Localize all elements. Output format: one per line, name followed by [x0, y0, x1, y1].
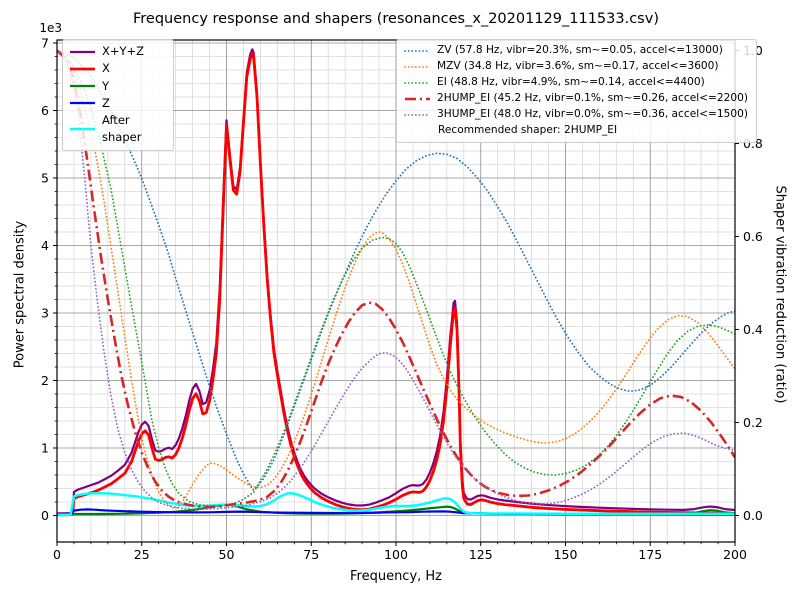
legend-item-3HUMP_EI: 3HUMP_EI (48.0 Hz, vibr=0.0%, sm~=0.36, … — [404, 107, 748, 123]
legend-psd: X+Y+Z X Y Z After shaper — [62, 39, 174, 151]
legend-line-sample-z — [70, 102, 95, 105]
series-sum-line — [57, 48, 735, 515]
y-axis-offset-text: 1e3 — [39, 21, 62, 35]
legend-item-EI: EI (48.8 Hz, vibr=4.9%, sm~=0.14, accel<… — [404, 75, 748, 91]
legend-label: Y — [102, 78, 110, 93]
tick-label: 1 — [41, 440, 49, 455]
tick-label: 7 — [41, 35, 49, 50]
tick-label: 50 — [219, 547, 235, 562]
recommended-shaper-text: Recommended shaper: 2HUMP_EI — [438, 124, 618, 137]
chart-title: Frequency response and shapers (resonanc… — [133, 11, 659, 27]
legend-line-sample-y — [70, 85, 95, 88]
legend-item-z: Z — [69, 95, 167, 112]
axis-ticks: 0 25 50 75 100 125 150 175 200 0 1 2 3 4 5 6 7 0.0 0.2 0.4 0… — [41, 35, 763, 562]
legend-line-sample-EI — [404, 81, 431, 84]
legend-item-x: X — [69, 60, 167, 77]
legend-item-ZV: ZV (57.8 Hz, vibr=20.3%, sm~=0.05, accel… — [404, 43, 748, 59]
legend-item-y: Y — [69, 78, 167, 95]
legend-label: 3HUMP_EI (48.0 Hz, vibr=0.0%, sm~=0.36, … — [437, 107, 748, 120]
tick-label: 0 — [41, 508, 49, 523]
tick-label: 200 — [723, 547, 747, 562]
legend-item-2HUMP_EI: 2HUMP_EI (45.2 Hz, vibr=0.1%, sm~=0.26, … — [404, 91, 748, 107]
tick-label: 150 — [554, 547, 578, 562]
legend-line-sample-MZV — [404, 65, 431, 68]
tick-label: 25 — [134, 547, 150, 562]
tick-label: 100 — [384, 547, 408, 562]
tick-label: 0.0 — [743, 508, 763, 523]
legend-line-sample-after_shaper — [70, 128, 95, 131]
legend-line-sample-sum — [70, 50, 95, 53]
tick-label: 4 — [41, 238, 49, 253]
legend-shapers: ZV (57.8 Hz, vibr=20.3%, sm~=0.05, accel… — [396, 39, 757, 144]
legend-line-sample-ZV — [404, 50, 431, 52]
legend-line-sample-x — [70, 67, 95, 71]
tick-label: 175 — [638, 547, 662, 562]
legend-label: ZV (57.8 Hz, vibr=20.3%, sm~=0.05, accel… — [437, 44, 723, 56]
shaper-curves — [57, 49, 735, 510]
series-MZV-line — [57, 49, 735, 510]
tick-label: 0 — [53, 547, 61, 562]
tick-label: 125 — [469, 547, 493, 562]
tick-label: 75 — [303, 547, 319, 562]
legend-label: MZV (34.8 Hz, vibr=3.6%, sm~=0.17, accel… — [437, 59, 719, 72]
legend-item-MZV: MZV (34.8 Hz, vibr=3.6%, sm~=0.17, accel… — [404, 59, 748, 75]
legend-item-sum: X+Y+Z — [69, 43, 167, 60]
legend-label: After shaper — [102, 113, 142, 145]
legend-line-sample-2HUMP_EI — [405, 97, 430, 100]
series-3HUMP_EI-line — [57, 49, 735, 510]
tick-label: 3 — [41, 305, 49, 320]
tick-label: 2 — [41, 373, 49, 388]
legend-label: X+Y+Z — [102, 44, 145, 58]
legend-label: Z — [102, 95, 110, 110]
legend-label: 2HUMP_EI (45.2 Hz, vibr=0.1%, sm~=0.26, … — [437, 91, 748, 104]
psd-curves — [57, 48, 735, 517]
legend-label: EI (48.8 Hz, vibr=4.9%, sm~=0.14, accel<… — [437, 75, 705, 88]
legend-line-sample-3HUMP_EI — [404, 113, 431, 116]
y-axis-label: Power spectral density — [12, 220, 28, 369]
tick-label: 6 — [41, 103, 49, 118]
series-x-line — [57, 52, 735, 516]
tick-label: 5 — [41, 170, 49, 185]
legend-label: X — [102, 61, 110, 76]
tick-label: 0.6 — [743, 229, 763, 244]
tick-label: 0.2 — [743, 415, 763, 430]
series-after_shaper-line — [57, 491, 735, 517]
series-EI-line — [57, 49, 735, 508]
series-2HUMP_EI-line — [57, 49, 735, 509]
tick-label: 0.4 — [743, 322, 763, 337]
y2-axis-label: Shaper vibration reduction (ratio) — [772, 185, 788, 404]
x-axis-label: Frequency, Hz — [349, 569, 443, 584]
legend-item-after_shaper: After shaper — [69, 112, 167, 147]
